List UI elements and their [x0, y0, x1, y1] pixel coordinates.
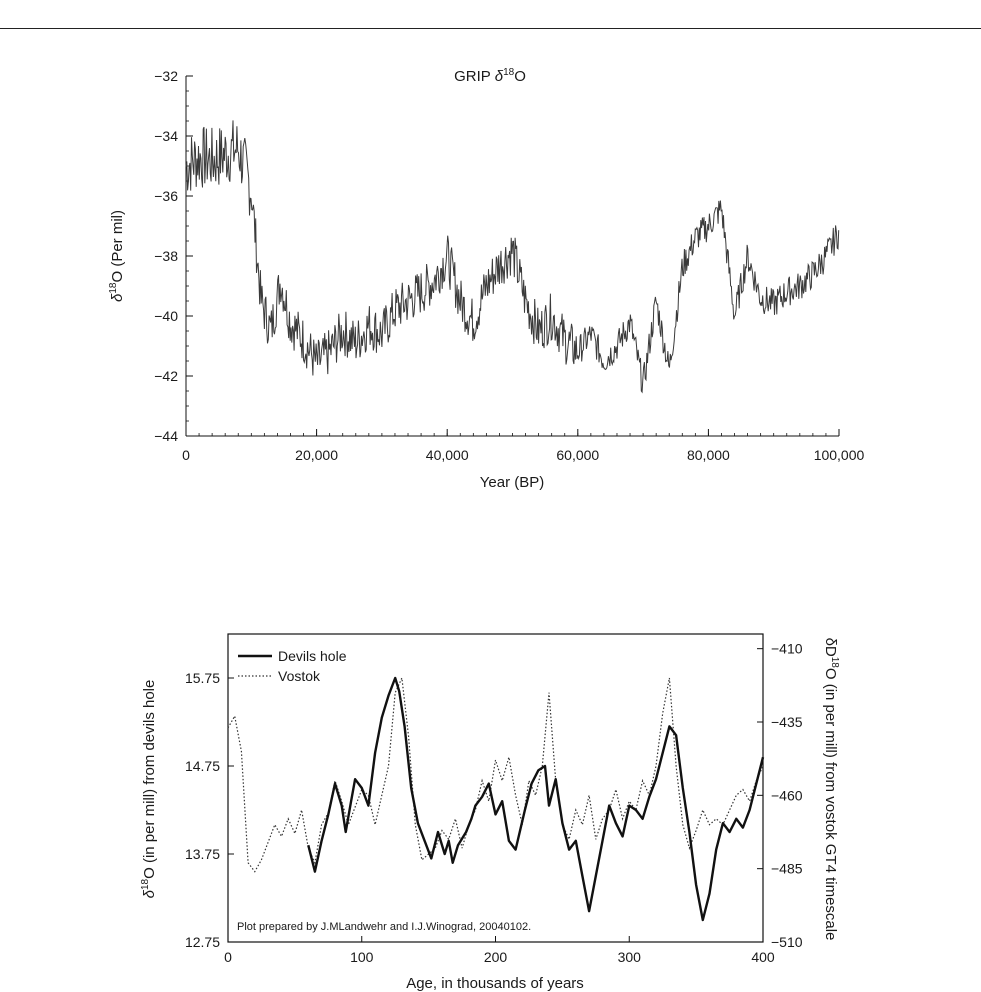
grip-y-tick-label: −40 [154, 308, 178, 324]
grip-y-tick-label: −32 [154, 68, 178, 84]
legend-vostok-label: Vostok [278, 668, 321, 684]
devils-vostok-x-tick-label: 200 [484, 949, 508, 965]
devils-y-tick-label: 15.75 [185, 670, 220, 686]
grip-x-tick-label: 40,000 [426, 447, 469, 463]
plot-credit-annotation: Plot prepared by J.MLandwehr and I.J.Win… [237, 921, 531, 933]
devils-vostok-x-tick-label: 400 [751, 949, 775, 965]
vostok-y-axis-label: δD18O (in per mill) from vostok GT4 time… [822, 638, 840, 941]
grip-x-tick-label: 20,000 [295, 447, 338, 463]
legend-devils-label: Devils hole [278, 648, 347, 664]
vostok-y-tick-label: −510 [771, 934, 803, 950]
devils-y-tick-label: 13.75 [185, 846, 220, 862]
grip-x-tick-label: 80,000 [687, 447, 730, 463]
grip-y-tick-label: −44 [154, 428, 178, 444]
grip-x-ticks: 0 20,000 40,000 60,000 80,000 100,000 [182, 429, 865, 463]
devils-vostok-x-axis-label: Age, in thousands of years [406, 975, 584, 992]
devils-y-tick-label: 12.75 [185, 934, 220, 950]
grip-chart-title: GRIP δ18O [454, 67, 526, 85]
devils-y-tick-label: 14.75 [185, 758, 220, 774]
devils-vostok-x-tick-label: 0 [224, 949, 232, 965]
grip-chart: GRIP δ18O 0 20,000 40,000 60,000 80,000 100,0… [108, 67, 865, 491]
grip-y-tick-label: −38 [154, 248, 178, 264]
grip-series-line [185, 120, 840, 394]
devils-vostok-x-ticks: 0 100 200 300 400 [224, 936, 775, 965]
grip-y-axis-label: δ18O (Per mil) [108, 210, 126, 302]
vostok-y-tick-label: −410 [771, 641, 803, 657]
grip-x-tick-label: 60,000 [556, 447, 599, 463]
vostok-y-tick-label: −485 [771, 861, 803, 877]
vostok-y-tick-label: −435 [771, 714, 803, 730]
grip-x-tick-label: 100,000 [814, 447, 865, 463]
vostok-y-ticks: −410 −435 −460 −485 −510 [757, 641, 803, 950]
vostok-y-tick-label: −460 [771, 787, 803, 803]
grip-y-tick-label: −36 [154, 188, 178, 204]
devils-y-axis-label: δ18O (in per mill) from devils hole [140, 680, 158, 899]
grip-axes [185, 76, 839, 437]
devils-y-ticks: 12.75 13.75 14.75 15.75 [185, 670, 234, 950]
grip-y-tick-label: −42 [154, 368, 178, 384]
grip-x-axis-label: Year (BP) [480, 474, 544, 491]
legend: Devils hole Vostok [238, 648, 347, 684]
grip-x-tick-label: 0 [182, 447, 190, 463]
grip-y-ticks: −32 −34 −36 −38 −40 −42 −44 [154, 68, 193, 444]
devils-hole-series-line [307, 676, 765, 922]
devils-vostok-x-tick-label: 300 [618, 949, 642, 965]
vostok-series-line [227, 675, 764, 873]
grip-y-tick-label: −34 [154, 128, 178, 144]
devils-vostok-x-tick-label: 100 [350, 949, 374, 965]
top-rule [0, 28, 981, 29]
